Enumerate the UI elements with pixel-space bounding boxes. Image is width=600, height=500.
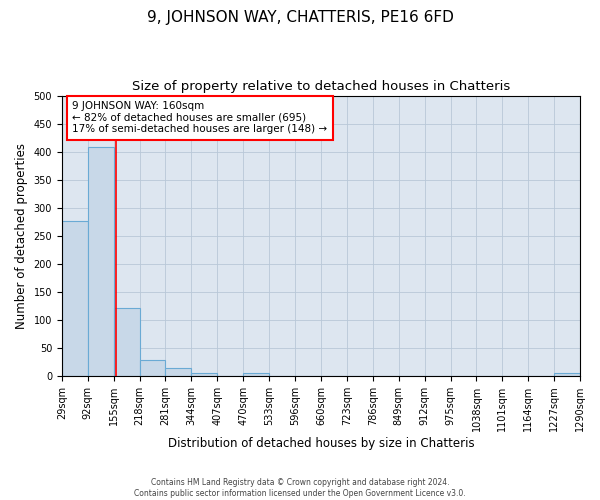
X-axis label: Distribution of detached houses by size in Chatteris: Distribution of detached houses by size … [167,437,474,450]
Text: 9 JOHNSON WAY: 160sqm
← 82% of detached houses are smaller (695)
17% of semi-det: 9 JOHNSON WAY: 160sqm ← 82% of detached … [72,101,328,134]
Text: 9, JOHNSON WAY, CHATTERIS, PE16 6FD: 9, JOHNSON WAY, CHATTERIS, PE16 6FD [146,10,454,25]
Bar [191,374,217,376]
Bar [113,308,140,376]
Bar [88,146,113,376]
Bar [140,360,166,376]
Bar [554,374,580,376]
Bar [166,368,191,376]
Title: Size of property relative to detached houses in Chatteris: Size of property relative to detached ho… [132,80,510,93]
Bar [62,220,88,376]
Bar [243,374,269,376]
Y-axis label: Number of detached properties: Number of detached properties [15,143,28,329]
Text: Contains HM Land Registry data © Crown copyright and database right 2024.
Contai: Contains HM Land Registry data © Crown c… [134,478,466,498]
